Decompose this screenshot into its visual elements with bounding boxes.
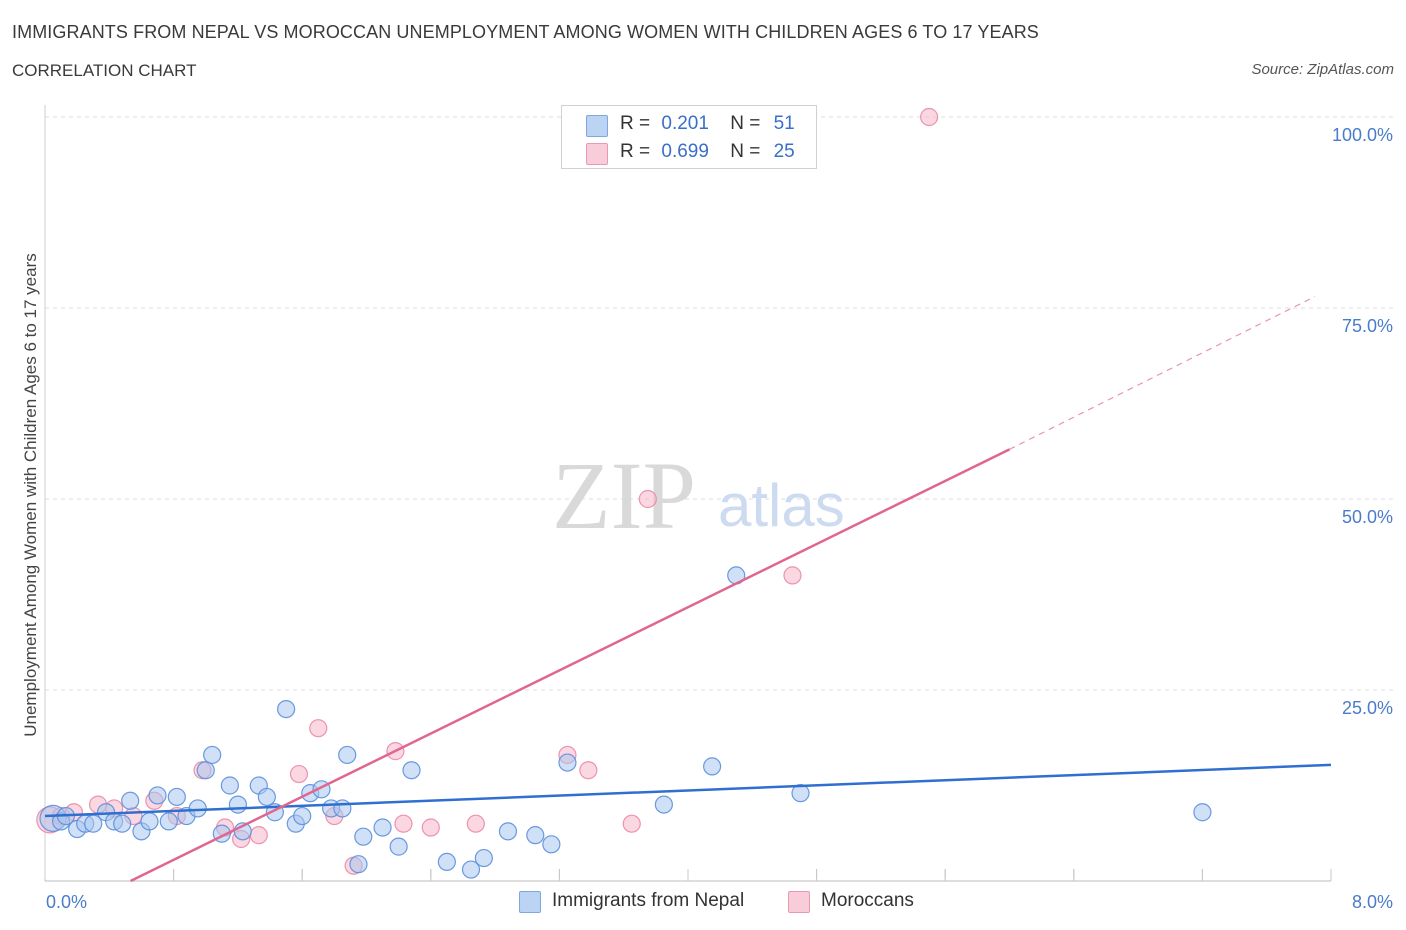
moroccan-point bbox=[394, 814, 413, 833]
nepal-point bbox=[1193, 803, 1212, 822]
moroccan-point bbox=[289, 764, 309, 784]
nepal-point bbox=[402, 761, 421, 780]
nepal-point bbox=[654, 795, 673, 814]
legend-n-value-nepal: 51 bbox=[773, 113, 795, 134]
nepal-point bbox=[373, 818, 392, 837]
nepal-point bbox=[703, 757, 722, 776]
legend-swatch-nepal bbox=[586, 115, 608, 137]
moroccan-point bbox=[579, 761, 598, 780]
chart-title: IMMIGRANTS FROM NEPAL VS MOROCCAN UNEMPL… bbox=[12, 22, 1039, 42]
nepal-point bbox=[498, 822, 518, 841]
chart-subtitle: CORRELATION CHART bbox=[12, 61, 197, 80]
y-tick-label: 75.0% bbox=[1342, 316, 1393, 336]
nepal-trend-line bbox=[44, 763, 1332, 818]
nepal-point bbox=[140, 812, 159, 831]
moroccan-point bbox=[622, 814, 641, 833]
y-axis-label: Unemployment Among Women with Children A… bbox=[21, 253, 40, 737]
moroccan-point bbox=[638, 489, 657, 509]
watermark-zip: ZIP bbox=[552, 442, 696, 549]
legend-n-value-moroccans: 25 bbox=[773, 141, 795, 162]
x-tick-label: 8.0% bbox=[1352, 892, 1393, 912]
legend-n-label: N = bbox=[730, 113, 761, 134]
bottom-legend-swatch-nepal bbox=[519, 891, 541, 913]
moroccan-point bbox=[249, 826, 268, 845]
watermark: ZIP atlas bbox=[552, 442, 845, 549]
nepal-point bbox=[220, 776, 239, 795]
legend-r-value-nepal: 0.201 bbox=[661, 113, 709, 134]
nepal-point bbox=[159, 812, 178, 831]
legend-swatch-moroccans bbox=[586, 143, 608, 165]
moroccan-point bbox=[309, 719, 328, 738]
nepal-point bbox=[338, 745, 357, 765]
nepal-point bbox=[526, 826, 545, 845]
nepal-point bbox=[461, 860, 481, 879]
watermark-atlas: atlas bbox=[718, 472, 845, 539]
legend-n-label: N = bbox=[730, 141, 761, 162]
grid-lines bbox=[45, 116, 1393, 691]
nepal-point bbox=[257, 787, 276, 807]
nepal-point bbox=[121, 791, 140, 810]
y-tick-label: 100.0% bbox=[1332, 125, 1393, 145]
moroccan-trend-extension bbox=[1009, 296, 1316, 450]
axes bbox=[44, 105, 1332, 882]
tick-labels: 100.0% 75.0% 50.0% 25.0% 0.0% 8.0% bbox=[46, 125, 1393, 912]
stats-legend: R = 0.201 N = 51 R = 0.699 N = 25 bbox=[561, 105, 817, 169]
moroccan-point bbox=[783, 566, 802, 585]
nepal-point bbox=[437, 852, 456, 872]
moroccan-point bbox=[920, 107, 939, 127]
data-points bbox=[36, 107, 1212, 879]
nepal-point bbox=[349, 855, 368, 874]
nepal-point bbox=[196, 761, 215, 780]
nepal-point bbox=[333, 799, 352, 818]
source-credit: Source: ZipAtlas.com bbox=[1251, 61, 1394, 78]
legend-r-value-moroccans: 0.699 bbox=[661, 141, 709, 162]
nepal-point bbox=[167, 787, 186, 807]
nepal-point bbox=[228, 795, 247, 814]
x-tick-label: 0.0% bbox=[46, 892, 87, 912]
legend-r-label: R = bbox=[620, 141, 651, 162]
nepal-point bbox=[188, 799, 207, 818]
nepal-point bbox=[389, 837, 408, 856]
trend-lines bbox=[44, 296, 1332, 883]
legend-r-label: R = bbox=[620, 113, 651, 134]
moroccan-trend-line bbox=[130, 448, 1011, 883]
moroccan-point bbox=[421, 818, 440, 837]
nepal-point bbox=[354, 827, 373, 846]
nepal-point bbox=[148, 786, 167, 805]
y-tick-label: 50.0% bbox=[1342, 507, 1393, 527]
nepal-point bbox=[474, 848, 493, 868]
nepal-point bbox=[542, 835, 561, 854]
bottom-legend-label-moroccans: Moroccans bbox=[821, 890, 914, 911]
nepal-point bbox=[293, 806, 312, 826]
bottom-legend-label-nepal: Immigrants from Nepal bbox=[552, 890, 745, 911]
bottom-legend-swatch-moroccans bbox=[788, 891, 810, 913]
nepal-point bbox=[113, 814, 132, 833]
nepal-point bbox=[791, 784, 810, 803]
y-tick-label: 25.0% bbox=[1342, 698, 1393, 718]
nepal-point bbox=[558, 753, 577, 772]
nepal-point bbox=[277, 699, 296, 719]
moroccan-point bbox=[466, 814, 485, 833]
nepal-point bbox=[203, 745, 222, 765]
